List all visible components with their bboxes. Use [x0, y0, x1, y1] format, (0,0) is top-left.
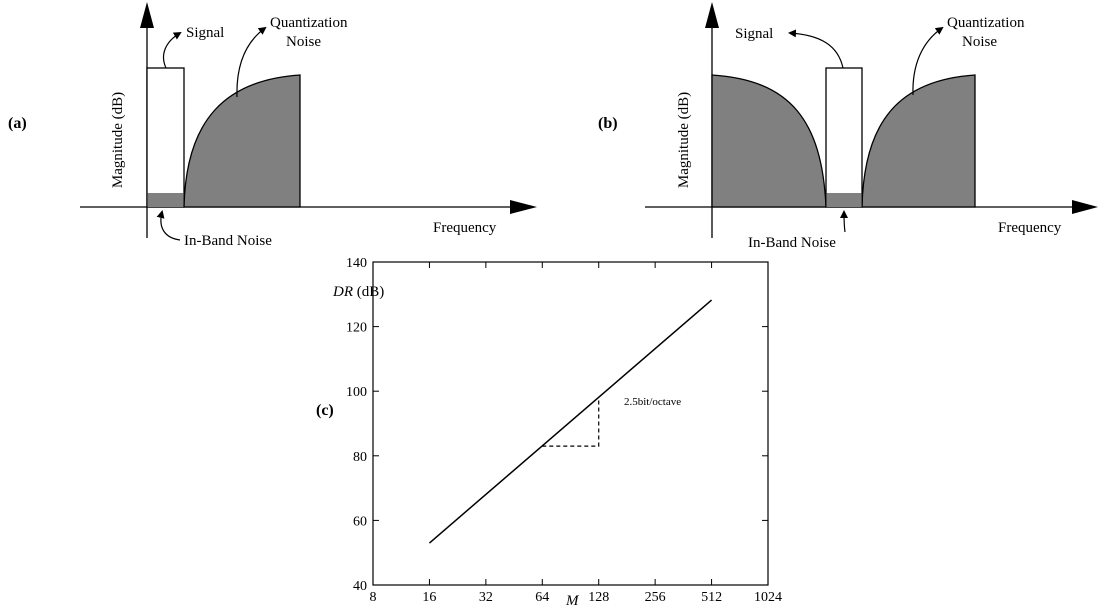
panel-c: (c) 8 16 32 64 128 256 512 1024406080100120140 …: [316, 256, 782, 607]
chart-y-label-var: DR: [332, 284, 353, 300]
x-tick-label: 8: [370, 590, 377, 605]
x-tick-label: 64: [535, 590, 549, 605]
y-tick-label: 100: [346, 385, 367, 400]
x-tick-label: 16: [422, 590, 436, 605]
panel-b-y-arrowhead: [705, 2, 719, 28]
panel-b-inband-noise: [826, 193, 862, 207]
panel-a-y-arrowhead: [140, 2, 154, 28]
dr-line: [428, 299, 713, 544]
y-tick-label: 80: [353, 450, 367, 465]
y-tick-label: 140: [346, 256, 367, 271]
panel-b-inband-arrow: [840, 210, 849, 233]
panel-b-x-label: Frequency: [998, 220, 1062, 236]
panel-a-noise-arrow: [236, 26, 267, 98]
panel-b-signal-box: [825, 67, 863, 208]
panel-a-inband-arrow: [156, 210, 181, 241]
panel-a-signal-arrow: [162, 31, 182, 69]
panel-b-noise-label-line1: Quantization: [947, 15, 1025, 31]
panel-b: (b) Magnitude (dB) Frequency Signal Quan…: [598, 2, 1098, 251]
panel-a-noise-label-line2: Noise: [286, 34, 321, 50]
panel-a-x-label: Frequency: [433, 220, 497, 236]
chart-y-label-unit: (dB): [353, 284, 384, 300]
panel-b-right-noise: [861, 74, 976, 208]
y-tick-label: 60: [353, 514, 367, 529]
panel-a-inband-label: In-Band Noise: [184, 233, 272, 249]
panel-c-label: (c): [316, 402, 334, 419]
slope-annotation: 2.5bit/octave: [624, 396, 681, 408]
panel-b-x-arrowhead: [1072, 200, 1098, 214]
slope-marker-dashed: [542, 397, 600, 447]
y-tick-label: 40: [353, 579, 367, 594]
panel-b-inband-label: In-Band Noise: [748, 235, 836, 251]
x-tick-label: 32: [479, 590, 493, 605]
panel-a-y-label: Magnitude (dB): [110, 92, 126, 188]
panel-a-signal-box: [146, 67, 185, 208]
panel-a-noise-label-line1: Quantization: [270, 15, 348, 31]
chart-ticks: 8 16 32 64 128 256 512 1024 40 60 80 100 120 140: [346, 256, 782, 605]
x-tick-label: 1024: [754, 590, 782, 605]
panel-b-y-label: Magnitude (dB): [676, 92, 692, 188]
panel-a-x-arrowhead: [510, 200, 537, 214]
panel-b-signal-label: Signal: [735, 26, 773, 42]
chart-x-label: M: [565, 593, 580, 607]
panel-b-noise-label-line2: Noise: [962, 34, 997, 50]
chart-y-label: DR (dB): [332, 284, 384, 300]
panel-b-signal-arrow: [788, 29, 844, 69]
panel-a-inband-noise: [147, 193, 184, 207]
panel-a-label: (a): [8, 115, 27, 132]
panel-b-noise-arrow: [912, 26, 944, 96]
x-tick-label: 256: [645, 590, 666, 605]
panel-b-left-noise: [711, 74, 827, 208]
x-tick-label: 128: [588, 590, 609, 605]
panel-a-quantization-noise: [183, 74, 301, 208]
panel-a-signal-label: Signal: [186, 25, 224, 41]
panel-a: (a) Magnitude (dB) Frequency Signal Quan…: [8, 2, 537, 249]
y-tick-label: 120: [346, 321, 367, 336]
x-tick-label: 512: [701, 590, 722, 605]
panel-b-label: (b): [598, 115, 618, 132]
chart-series: [428, 299, 713, 544]
chart-plot-frame: [372, 261, 769, 586]
